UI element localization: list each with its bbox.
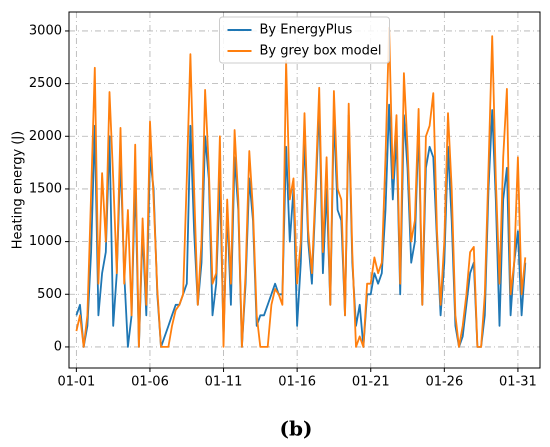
y-tick-label: 2000 bbox=[29, 129, 62, 144]
x-tick-label: 01-16 bbox=[278, 375, 316, 390]
plot-frame bbox=[68, 11, 541, 369]
y-tick-label: 3000 bbox=[29, 23, 62, 38]
y-tick-label: 1000 bbox=[29, 234, 62, 249]
y-tick-label: 500 bbox=[37, 287, 62, 302]
x-tick-label: 01-21 bbox=[352, 375, 390, 390]
series-line bbox=[75, 103, 527, 348]
x-tick-label: 01-26 bbox=[425, 375, 463, 390]
y-tick-label: 2500 bbox=[29, 76, 62, 91]
series-line bbox=[75, 26, 527, 348]
x-tick-label: 01-31 bbox=[499, 375, 537, 390]
y-axis-label: Heating energy (J) bbox=[11, 131, 26, 249]
legend-box bbox=[219, 16, 390, 64]
legend-label: By EnergyPlus bbox=[260, 23, 353, 38]
y-tick-label: 1500 bbox=[29, 181, 62, 196]
legend-label: By grey box model bbox=[260, 44, 382, 59]
x-tick-label: 01-11 bbox=[205, 375, 243, 390]
caption: (b) bbox=[280, 417, 313, 441]
x-tick-label: 01-06 bbox=[131, 375, 169, 390]
x-tick-label: 01-01 bbox=[57, 375, 95, 390]
y-tick-label: 0 bbox=[54, 339, 62, 354]
